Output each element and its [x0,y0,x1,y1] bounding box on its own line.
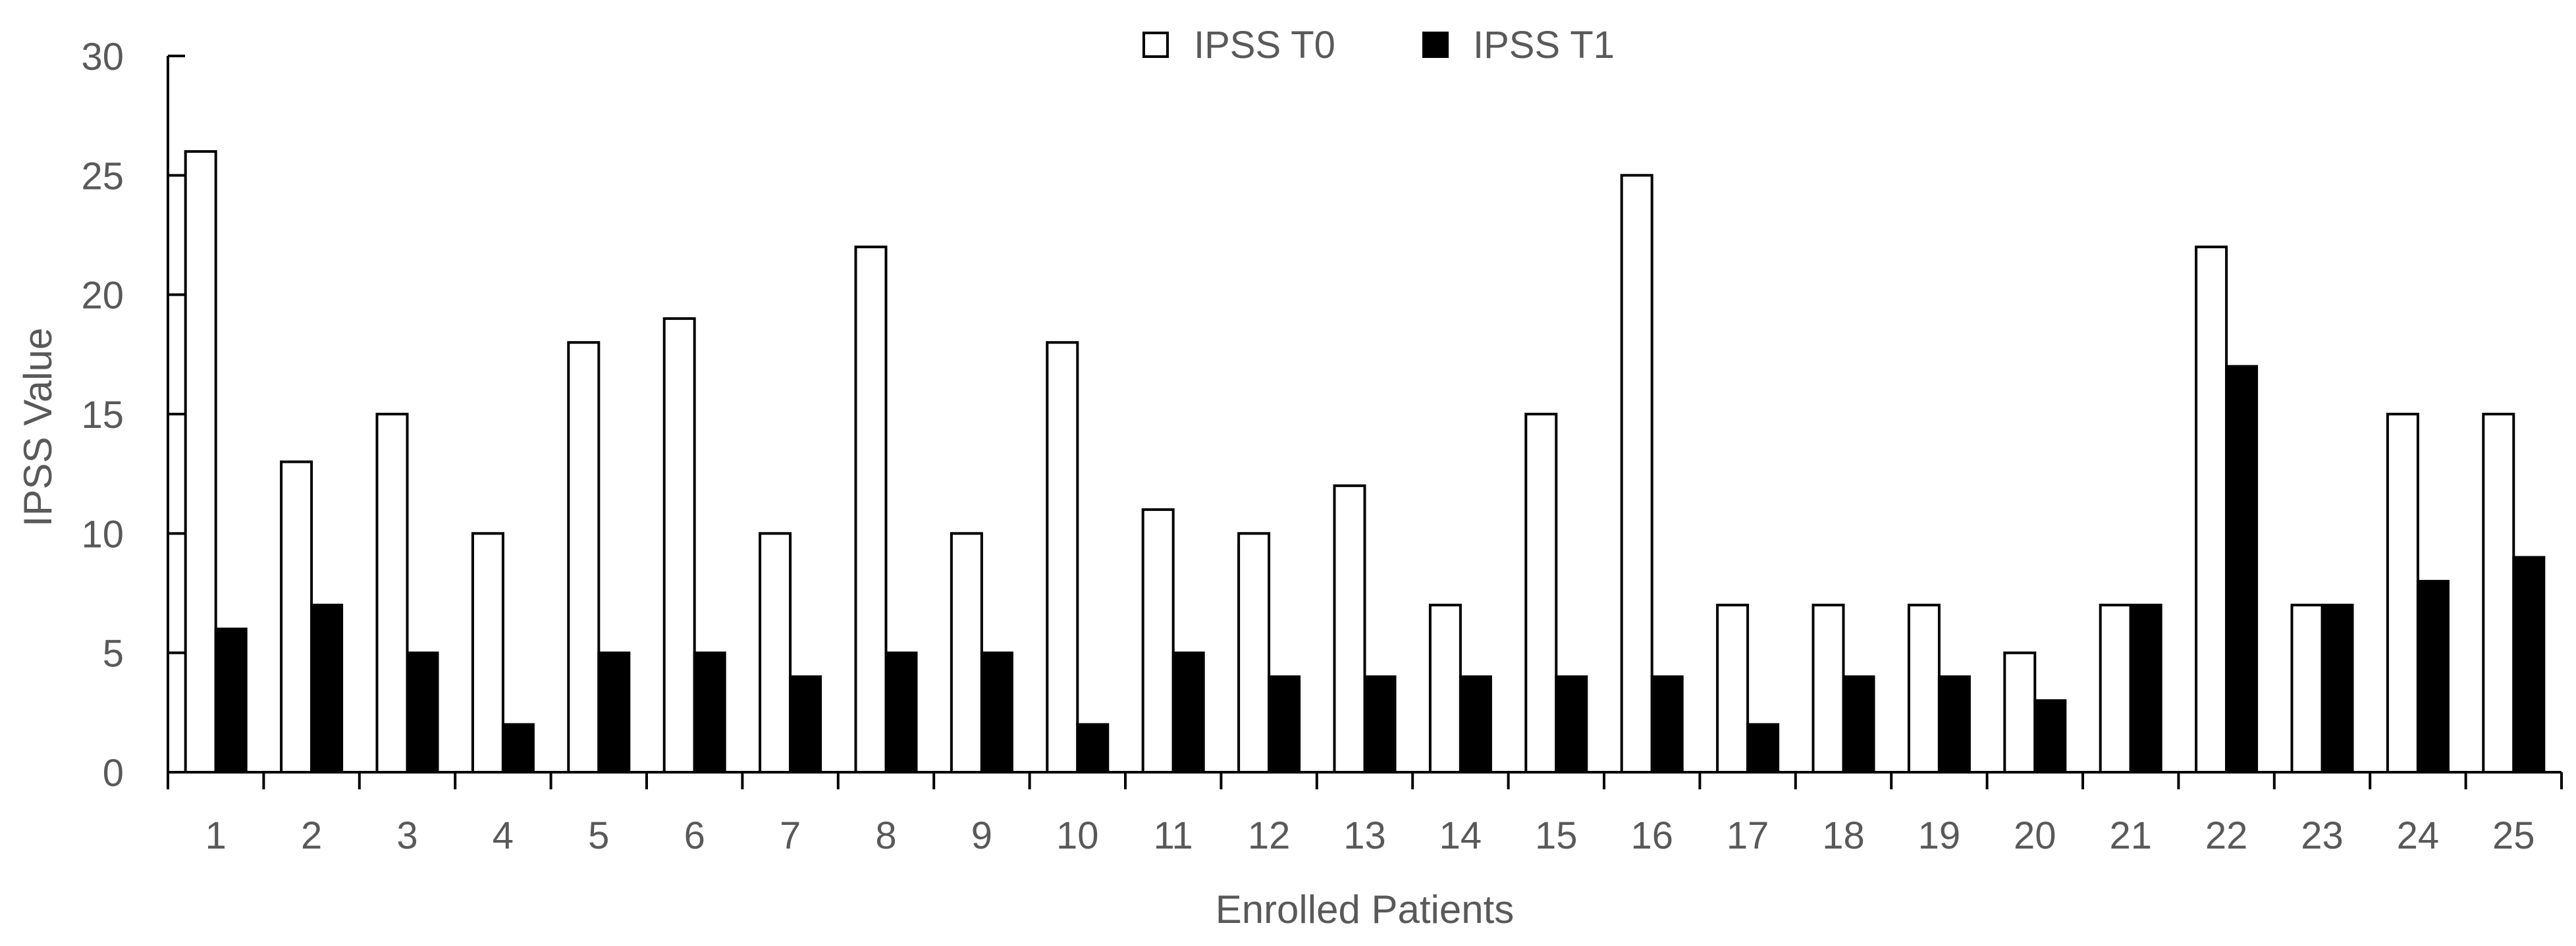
bar-ipss-t1-patient-9 [980,651,1013,774]
x-tick-label-1: 1 [205,814,227,857]
x-tick-label-9: 9 [971,814,992,857]
x-tick-label-19: 19 [1918,814,1961,857]
bar-ipss-t1-patient-18 [1842,675,1875,774]
bar-ipss-t0-patient-12 [1237,532,1271,774]
x-tick-label-23: 23 [2301,814,2344,857]
bar-ipss-t1-patient-2 [310,604,344,774]
x-tick-label-12: 12 [1248,814,1291,857]
legend-swatch-ipss-t0 [1142,32,1169,58]
x-tick-label-17: 17 [1727,814,1769,857]
x-tick-label-3: 3 [396,814,417,857]
x-tick-label-20: 20 [2014,814,2056,857]
bar-ipss-t1-patient-14 [1459,675,1492,774]
bar-ipss-t1-patient-25 [2512,556,2546,774]
bar-ipss-t0-patient-24 [2386,413,2419,774]
bar-ipss-t1-patient-6 [693,651,726,774]
bar-ipss-t0-patient-8 [854,246,888,774]
bar-ipss-t0-patient-4 [471,532,504,774]
bar-ipss-t0-patient-19 [1907,604,1941,774]
bar-ipss-t1-patient-8 [884,651,918,774]
bar-ipss-t0-patient-17 [1716,604,1750,774]
y-ticks: 0 5 10 15 20 25 30 [81,36,185,795]
bar-ipss-t0-patient-16 [1620,174,1653,774]
bar-ipss-t0-patient-13 [1333,484,1366,774]
y-tick-label-20: 20 [81,275,124,317]
x-tick-label-2: 2 [301,814,322,857]
x-tick-label-18: 18 [1822,814,1865,857]
bar-ipss-t1-patient-15 [1555,675,1588,774]
y-tick-label-5: 5 [103,633,124,675]
bar-ipss-t1-patient-5 [597,651,631,774]
bar-ipss-t1-patient-19 [1937,675,1971,774]
bar-ipss-t0-patient-21 [2099,604,2132,774]
bar-ipss-t0-patient-9 [950,532,983,774]
y-tick-label-0: 0 [103,752,124,795]
bar-ipss-t0-patient-15 [1524,413,1558,774]
x-tick-label-10: 10 [1056,814,1099,857]
y-tick-label-30: 30 [81,36,124,78]
x-tick-label-14: 14 [1439,814,1482,857]
bar-ipss-t1-patient-10 [1076,723,1110,774]
x-tick-label-22: 22 [2205,814,2248,857]
bar-ipss-t0-patient-10 [1046,341,1079,774]
y-tick-label-10: 10 [81,513,124,556]
x-tick-label-24: 24 [2397,814,2440,857]
bar-ipss-t0-patient-6 [662,317,696,774]
bar-ipss-t1-patient-22 [2225,365,2259,774]
y-axis-title: IPSS Value [16,328,60,527]
x-tick-label-15: 15 [1535,814,1578,857]
x-tick-label-7: 7 [780,814,801,857]
bar-ipss-t0-patient-5 [567,341,601,774]
bar-ipss-t0-patient-14 [1428,604,1462,774]
bar-ipss-t0-patient-22 [2195,246,2228,774]
bar-ipss-t0-patient-20 [2003,651,2037,774]
x-ticks: 1 2 3 4 5 6 7 8 9 10 11 12 13 14 15 16 17 18 19 20 21 22 23 24 2… [167,772,2563,857]
bar-ipss-t0-patient-23 [2290,604,2324,774]
x-tick-label-11: 11 [1154,814,1193,857]
x-axis-title: Enrolled Patients [1216,887,1515,932]
legend-label-ipss-t1: IPSS T1 [1473,24,1615,66]
x-tick-label-5: 5 [588,814,609,857]
y-tick-label-15: 15 [81,394,124,436]
bar-ipss-t1-patient-7 [789,675,822,774]
bar-ipss-t1-patient-12 [1268,675,1301,774]
x-tick-label-21: 21 [2109,814,2152,857]
bar-ipss-t1-patient-11 [1171,651,1205,774]
legend-label-ipss-t0: IPSS T0 [1194,24,1335,66]
bar-ipss-t0-patient-3 [375,413,409,774]
x-tick-label-6: 6 [684,814,705,857]
bar-ipss-t0-patient-18 [1811,604,1845,774]
bar-ipss-t1-patient-16 [1650,675,1684,774]
bar-ipss-t1-patient-13 [1363,675,1397,774]
bar-ipss-t0-patient-25 [2482,413,2515,774]
bar-ipss-t1-patient-24 [2416,579,2450,774]
bar-ipss-t1-patient-23 [2321,604,2354,774]
legend-swatch-ipss-t1 [1422,32,1449,58]
x-tick-label-4: 4 [493,814,514,857]
bar-ipss-t1-patient-3 [406,651,439,774]
bars-layer [184,150,2546,774]
x-tick-label-13: 13 [1343,814,1386,857]
bar-ipss-t1-patient-21 [2129,604,2162,774]
legend: IPSS T0 IPSS T1 [1142,24,1615,66]
bar-ipss-t1-patient-1 [214,627,248,774]
y-tick-label-25: 25 [81,155,124,197]
bar-ipss-t1-patient-17 [1746,723,1780,774]
bar-ipss-t1-patient-20 [2033,699,2067,774]
bar-ipss-t0-patient-11 [1141,508,1175,774]
bar-ipss-t1-patient-4 [501,723,535,774]
bar-ipss-t0-patient-1 [184,150,217,774]
x-tick-label-16: 16 [1630,814,1673,857]
bar-ipss-t0-patient-2 [280,460,313,774]
bar-ipss-t0-patient-7 [759,532,792,774]
x-tick-label-8: 8 [875,814,896,857]
x-tick-label-25: 25 [2492,814,2535,857]
